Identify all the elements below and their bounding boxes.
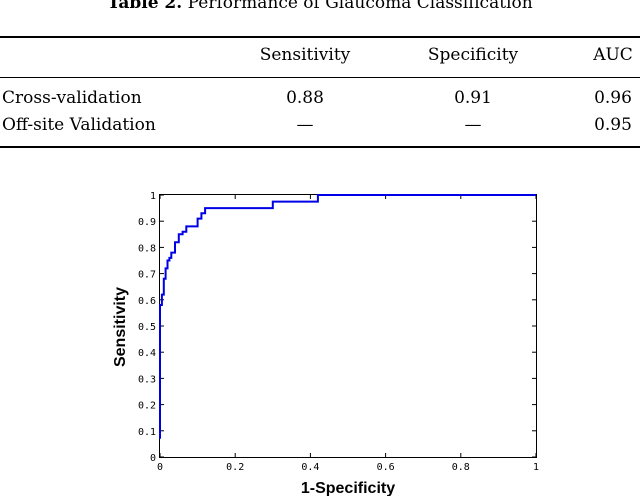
table-cell-auc: 0.95 [594, 115, 632, 135]
y-tick-label: 0 [150, 453, 156, 464]
x-axis-label: 1-Specificity [301, 480, 395, 496]
table-cell-auc: 0.96 [594, 88, 632, 108]
table-header-specificity: Specificity [427, 45, 519, 65]
x-tick-label: 0.2 [226, 462, 244, 473]
y-tick-label: 0.8 [138, 243, 156, 254]
table-caption-text: Performance of Glaucoma Classification [187, 0, 533, 13]
y-tick-label: 0.1 [138, 427, 156, 438]
table-cell-sensitivity: 0.88 [286, 88, 324, 108]
y-tick-label: 0.5 [138, 322, 156, 333]
table-bottom-rule [0, 146, 640, 148]
y-tick-label: 0.9 [138, 217, 156, 228]
y-tick-label: 0.7 [138, 270, 156, 281]
y-tick-label: 0.3 [138, 374, 156, 385]
x-axis: 0 0.2 0.4 0.6 0.8 1 [157, 195, 539, 473]
x-tick-label: 0.8 [452, 462, 470, 473]
table-cell-sensitivity: — [296, 115, 314, 135]
table-header-auc: AUC [593, 45, 633, 65]
table-header-rule [0, 77, 640, 78]
table-top-rule [0, 36, 640, 38]
y-tick-label: 0.2 [138, 401, 156, 412]
y-tick-label: 1 [150, 191, 156, 202]
table-cell-specificity: — [464, 115, 482, 135]
x-tick-label: 0 [157, 462, 163, 473]
table-caption-label: Table 2. [107, 0, 183, 13]
x-tick-label: 1 [533, 462, 539, 473]
y-axis: 0 0.1 0.2 0.3 0.4 0.5 0.6 0.7 0.8 0.9 1 [138, 191, 536, 464]
table-row-label: Cross-validation [2, 88, 142, 108]
table-cell-specificity: 0.91 [454, 88, 492, 108]
plot-frame [159, 194, 537, 458]
roc-curve [159, 194, 536, 439]
x-tick-label: 0.4 [301, 462, 319, 473]
table-caption: Table 2. Performance of Glaucoma Classif… [0, 0, 640, 13]
table-header-sensitivity: Sensitivity [259, 45, 351, 65]
y-tick-label: 0.6 [138, 296, 156, 307]
y-tick-label: 0.4 [138, 348, 156, 359]
table-row-label: Off-site Validation [2, 115, 156, 135]
y-axis-label: Sensitivity [112, 287, 129, 367]
x-tick-label: 0.6 [377, 462, 395, 473]
